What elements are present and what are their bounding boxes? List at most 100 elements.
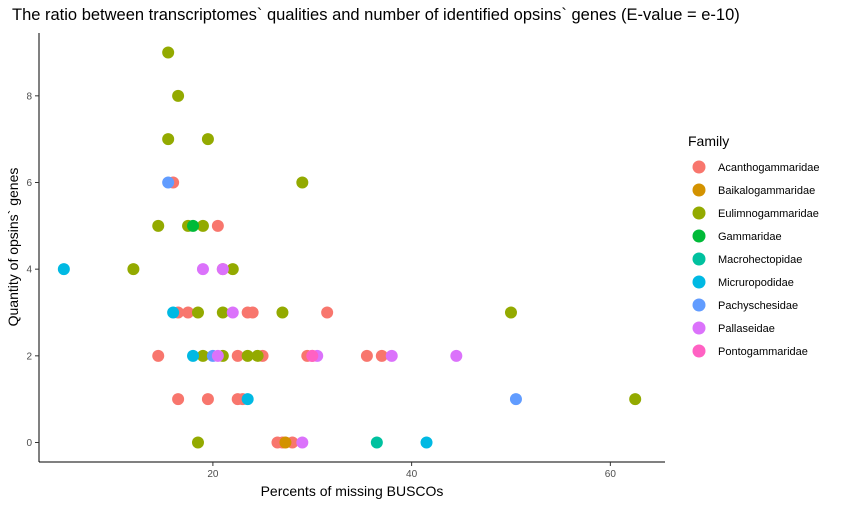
y-tick-label: 0 [26, 438, 32, 449]
legend-items: Acanthogammaridae Baikalogammaridae Eulimn… [692, 160, 820, 358]
x-axis-ticks: 20 40 60 [207, 462, 616, 480]
data-point [360, 349, 373, 362]
series-acanthogammaridae [152, 176, 388, 449]
legend-label: Eulimnogammaridae [718, 208, 819, 220]
data-point [226, 263, 239, 276]
data-point [152, 349, 165, 362]
legend-item: Micruropodidae [692, 275, 794, 289]
x-tick-label: 60 [605, 469, 617, 480]
legend-key [692, 344, 706, 358]
plot-area [57, 46, 642, 449]
data-point [251, 349, 264, 362]
data-point [231, 349, 244, 362]
series-pallaseidae [196, 263, 463, 449]
legend-label: Pachyschesidae [718, 300, 798, 312]
legend-item: Acanthogammaridae [692, 160, 820, 174]
series-macrohectopidae [370, 436, 383, 449]
data-point [420, 436, 433, 449]
y-tick-label: 2 [26, 351, 32, 362]
x-tick-label: 40 [406, 469, 418, 480]
data-point [196, 219, 209, 232]
legend-item: Pontogammaridae [692, 344, 808, 358]
data-point [127, 263, 140, 276]
y-tick-label: 4 [26, 265, 32, 276]
series-eulimnogammaridae [127, 46, 642, 449]
data-point [450, 349, 463, 362]
legend-label: Gammaridae [718, 231, 782, 243]
data-point [375, 349, 388, 362]
legend-key [692, 229, 706, 243]
data-point [276, 306, 289, 319]
legend-item: Gammaridae [692, 229, 782, 243]
legend-title: Family [688, 133, 729, 149]
data-point [172, 89, 185, 102]
y-tick-label: 6 [26, 178, 32, 189]
data-point [509, 393, 522, 406]
data-point [216, 306, 229, 319]
data-point [201, 393, 214, 406]
legend-item: Pallaseidae [692, 321, 775, 335]
legend-label: Pallaseidae [718, 323, 775, 335]
data-point [211, 219, 224, 232]
data-point [201, 133, 214, 146]
data-point [196, 349, 209, 362]
legend-key [692, 252, 706, 266]
data-point [370, 436, 383, 449]
legend: Family Acanthogammaridae Baikalogammarida… [688, 133, 820, 358]
data-point [385, 349, 398, 362]
legend-key [692, 160, 706, 174]
legend-label: Micruropodidae [718, 277, 794, 289]
legend-label: Macrohectopidae [718, 254, 802, 266]
data-point [172, 393, 185, 406]
data-point [241, 349, 254, 362]
legend-item: Baikalogammaridae [692, 183, 815, 197]
data-point [162, 46, 175, 59]
data-point [152, 219, 165, 232]
data-point [167, 306, 180, 319]
legend-key [692, 206, 706, 220]
data-point [162, 176, 175, 189]
data-point [246, 306, 259, 319]
series-baikalogammaridae [279, 436, 292, 449]
legend-item: Eulimnogammaridae [692, 206, 819, 220]
data-point [182, 306, 195, 319]
data-point [226, 306, 239, 319]
data-point [191, 306, 204, 319]
legend-key [692, 321, 706, 335]
data-point [187, 219, 200, 232]
data-point [296, 176, 309, 189]
chart-title: The ratio between transcriptomes` qualit… [12, 6, 740, 24]
data-point [241, 393, 254, 406]
legend-key [692, 183, 706, 197]
legend-key [692, 298, 706, 312]
data-point [279, 436, 292, 449]
x-tick-label: 20 [207, 469, 219, 480]
data-point [216, 263, 229, 276]
data-point [504, 306, 517, 319]
data-point [196, 263, 209, 276]
data-point [629, 393, 642, 406]
series-gammaridae [187, 219, 200, 232]
y-tick-label: 8 [26, 91, 32, 102]
series-pontogammaridae [306, 349, 319, 362]
y-axis-ticks: 0 2 4 6 8 [26, 91, 39, 449]
series-micruropodidae [57, 263, 433, 449]
data-point [57, 263, 70, 276]
y-axis-label: Quantity of opsins` genes [5, 168, 21, 327]
data-point [211, 349, 224, 362]
data-point [306, 349, 319, 362]
legend-item: Macrohectopidae [692, 252, 802, 266]
legend-label: Acanthogammaridae [718, 162, 820, 174]
legend-label: Pontogammaridae [718, 346, 808, 358]
data-point [187, 349, 200, 362]
series-pachyschesidae [162, 176, 522, 406]
data-point [162, 133, 175, 146]
legend-label: Baikalogammaridae [718, 185, 815, 197]
x-axis-label: Percents of missing BUSCOs [261, 483, 444, 499]
legend-item: Pachyschesidae [692, 298, 798, 312]
data-point [191, 436, 204, 449]
legend-key [692, 275, 706, 289]
data-point [296, 436, 309, 449]
data-point [321, 306, 334, 319]
